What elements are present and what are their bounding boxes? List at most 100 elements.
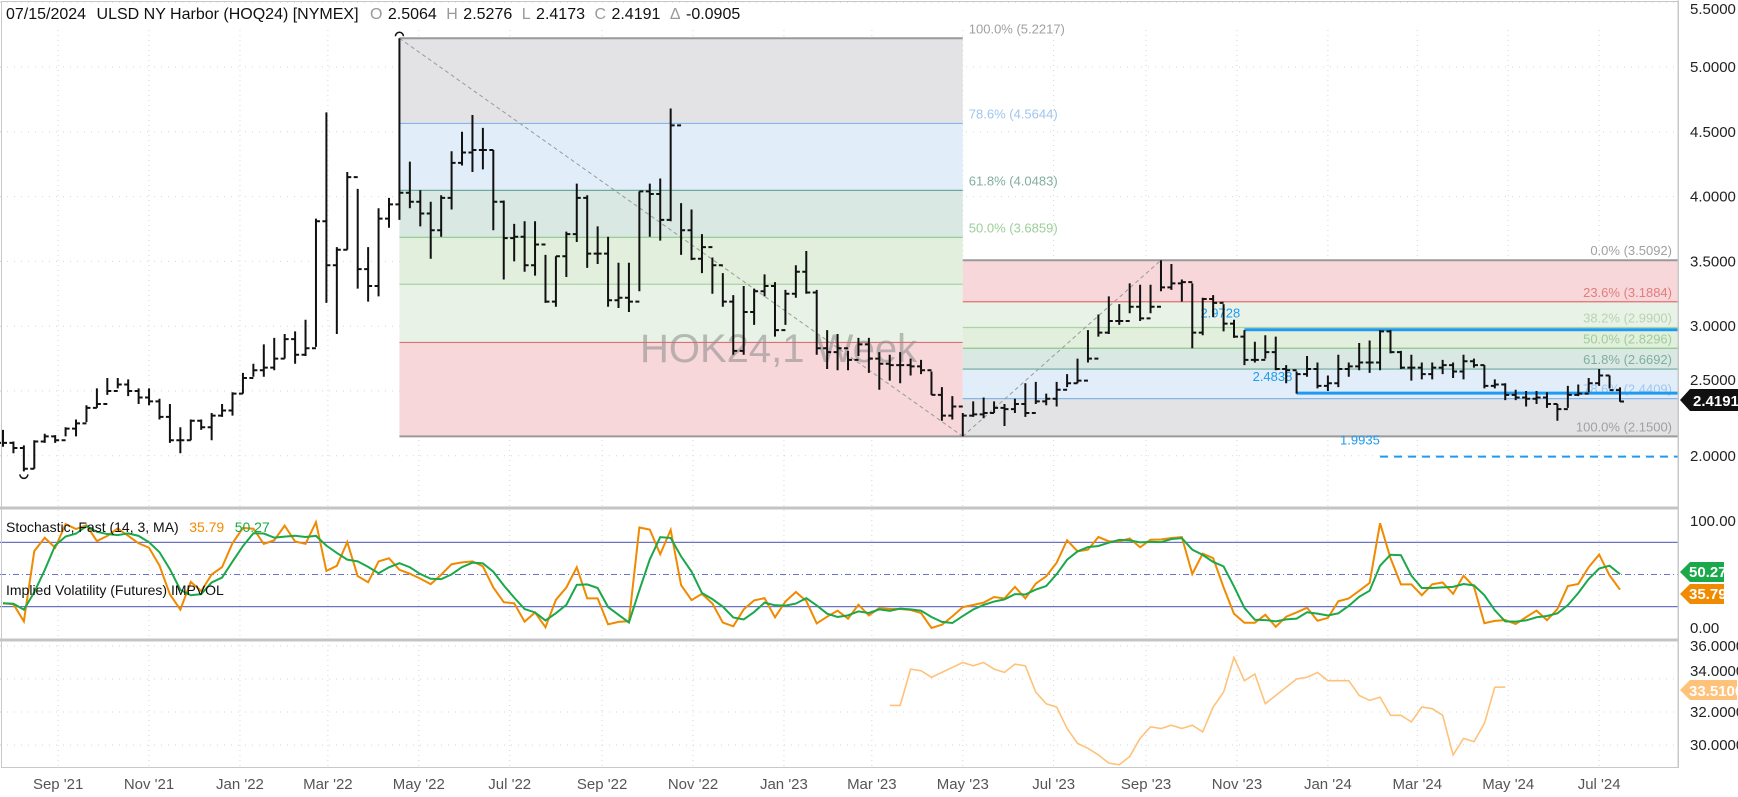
swing-low-marker: [19, 474, 29, 480]
price-bar: [1303, 356, 1312, 377]
price-bar: [197, 419, 206, 430]
time-axis-label: Nov '22: [668, 776, 718, 793]
horizontal-levels[interactable]: 2.9728 2.4838 1.9935: [1200, 306, 1678, 458]
open-value: 2.5064: [388, 6, 437, 23]
header-symbol: ULSD NY Harbor (HOQ24) [NYMEX]: [97, 6, 359, 23]
price-bar: [72, 419, 81, 437]
price-bar: [1334, 354, 1343, 388]
price-bar: [1344, 362, 1353, 377]
price-bar: [1438, 359, 1447, 375]
fib-zone: [399, 284, 963, 343]
price-bar: [489, 148, 498, 231]
time-axis[interactable]: Sep '21 Nov '21 Jan '22 Mar '22 May '22 Jul '…: [33, 776, 1621, 793]
price-bar: [1010, 398, 1019, 414]
watermark: HOK24,1 Week: [640, 327, 918, 371]
fibonacci-retracements[interactable]: 100.0% (5.2217) 78.6% (4.5644) 61.8% (4.04…: [399, 21, 1678, 438]
price-bar: [1261, 335, 1270, 361]
price-bar: [791, 265, 800, 298]
price-bar: [645, 183, 654, 237]
fib-level-label: 100.0% (5.2217): [969, 21, 1065, 36]
price-axis-label: 2.5000: [1690, 372, 1736, 389]
price-bar: [311, 218, 320, 350]
price-bar: [1459, 354, 1468, 380]
fib-zone: [962, 348, 1678, 370]
price-bar: [1177, 279, 1186, 302]
price-bar: [499, 200, 508, 280]
price-bar: [1250, 341, 1259, 363]
low-value: 2.4173: [536, 6, 585, 23]
price-bar: [760, 274, 769, 297]
price-bar: [990, 401, 999, 415]
iv-axis-label: 36.0000: [1690, 638, 1738, 655]
price-bar: [1156, 260, 1165, 308]
price-axis-label: 5.0000: [1690, 59, 1736, 76]
price-bar: [604, 236, 613, 307]
time-axis-label: Mar '23: [847, 776, 897, 793]
iv-axis-label: 32.0000: [1690, 704, 1738, 721]
fib-zone: [399, 123, 963, 191]
price-bar: [134, 388, 143, 404]
price-bar: [384, 197, 393, 228]
price-bar: [729, 295, 738, 355]
price-bar: [259, 344, 268, 377]
header-date: 07/15/2024: [6, 6, 86, 23]
price-bar: [1240, 330, 1249, 366]
price-bar: [270, 337, 279, 371]
price-bar: [405, 161, 414, 209]
price-bar: [1146, 284, 1155, 320]
swing-high-marker: [394, 31, 405, 37]
stochastic-d-value: 50.27: [235, 519, 270, 535]
svg-text:07/15/2024 ULSD NY Harbo: 07/15/2024 ULSD NY Harbor (HOQ24) [NYMEX…: [6, 6, 740, 23]
price-bar: [1271, 336, 1280, 371]
stochastic-legend: Stochastic, Fast (14, 3, MA) 35.79 50.27: [6, 519, 270, 536]
stochastic-k-line: [2, 519, 1621, 630]
time-axis-label: Nov '21: [124, 776, 174, 793]
stochastic-d-tag: 50.27: [1680, 562, 1727, 582]
stochastic-d-tag-value: 50.27: [1689, 564, 1727, 581]
price-bar: [562, 231, 571, 277]
price-bar: [447, 151, 456, 210]
time-axis-label: Jan '24: [1304, 776, 1352, 793]
stochastic-axis-label: 100.00: [1690, 513, 1736, 530]
price-bar: [812, 289, 821, 355]
price-bar: [1595, 368, 1604, 386]
price-bar: [1428, 362, 1437, 380]
price-bar: [1125, 283, 1134, 323]
price-bar: [1417, 362, 1426, 380]
time-axis-label: Sep '22: [577, 776, 627, 793]
price-bar: [478, 127, 487, 170]
price-bar: [572, 183, 581, 242]
price-bar: [958, 405, 967, 437]
iv-line: [889, 655, 1506, 766]
price-bar: [802, 251, 811, 294]
price-bar: [520, 221, 529, 272]
price-bar: [176, 427, 185, 454]
price-bar: [781, 289, 790, 332]
price-bar: [1313, 362, 1322, 389]
grid-lines: [0, 1, 1678, 768]
stochastic-k-value: 35.79: [189, 519, 224, 535]
price-axis[interactable]: 5.5000 5.0000 4.5000 4.0000 3.5000 3.0000 2.50…: [1690, 1, 1738, 754]
price-bar: [301, 319, 310, 357]
iv-panel: [889, 655, 1506, 766]
fib-retracement-right[interactable]: 0.0% (3.5092) 23.6% (3.1884) 38.2% (2.9900…: [962, 243, 1678, 438]
price-axis-label: 4.5000: [1690, 124, 1736, 141]
price-bar: [917, 359, 926, 375]
fib-level-label: 78.6% (4.5644): [969, 106, 1058, 121]
price-bar: [61, 427, 70, 442]
price-bar: [103, 378, 112, 405]
price-bar: [864, 337, 873, 373]
time-axis-label: Jan '23: [760, 776, 808, 793]
price-bar: [1469, 358, 1478, 368]
price-bar: [124, 379, 133, 397]
chart-header: 07/15/2024 ULSD NY Harbor (HOQ24) [NYMEX…: [6, 6, 740, 23]
price-bar: [718, 264, 727, 307]
price-bar: [1052, 381, 1061, 407]
price-bar: [1104, 296, 1113, 334]
price-bar: [186, 419, 195, 442]
price-bar: [844, 347, 853, 371]
high-value: 2.5276: [463, 6, 512, 23]
price-bar: [1574, 384, 1583, 397]
price-bar: [666, 108, 675, 222]
fib-zone: [962, 260, 1678, 302]
